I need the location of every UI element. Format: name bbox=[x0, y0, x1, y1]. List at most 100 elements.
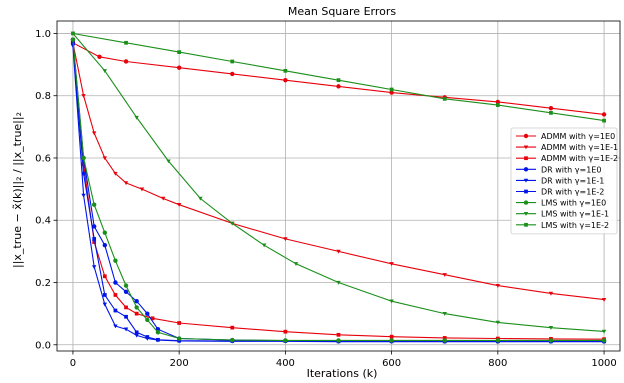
legend-item: DR with γ=1E-2 bbox=[516, 188, 604, 197]
x-axis-label: Iterations (k) bbox=[307, 367, 378, 379]
legend-label: LMS with γ=1E-2 bbox=[541, 221, 609, 230]
data-point bbox=[145, 317, 150, 323]
data-point bbox=[81, 162, 86, 167]
data-point bbox=[134, 311, 139, 316]
data-point bbox=[389, 338, 394, 343]
legend-item: LMS with γ=1E0 bbox=[516, 199, 606, 208]
data-point bbox=[177, 50, 182, 55]
data-point bbox=[134, 298, 139, 304]
legend-marker bbox=[523, 200, 529, 205]
data-point bbox=[389, 87, 394, 92]
legend-box bbox=[510, 127, 618, 235]
legend-marker bbox=[523, 167, 529, 172]
legend-label: LMS with γ=1E0 bbox=[541, 199, 606, 208]
data-point bbox=[102, 156, 108, 161]
data-point bbox=[177, 321, 182, 325]
data-point bbox=[176, 65, 182, 70]
data-point bbox=[283, 329, 288, 334]
data-point bbox=[92, 237, 97, 241]
data-point bbox=[495, 338, 501, 343]
legend-label: DR with γ=1E0 bbox=[541, 165, 601, 174]
data-point bbox=[134, 333, 139, 338]
data-point bbox=[495, 283, 501, 288]
data-point bbox=[145, 335, 150, 339]
legend-marker bbox=[523, 178, 529, 183]
legend-marker bbox=[523, 212, 529, 216]
y-tick-label: 0.2 bbox=[35, 278, 51, 289]
data-point bbox=[283, 77, 288, 83]
x-tick-label: 200 bbox=[170, 358, 189, 369]
data-point bbox=[145, 311, 150, 316]
series-8 bbox=[71, 31, 606, 123]
x-tick-label: 400 bbox=[276, 358, 295, 369]
data-point bbox=[139, 187, 145, 192]
data-point bbox=[176, 203, 182, 207]
data-point bbox=[601, 297, 607, 302]
data-point bbox=[549, 110, 553, 115]
data-point bbox=[123, 283, 129, 288]
data-point bbox=[230, 221, 235, 226]
data-point bbox=[113, 324, 118, 329]
data-point bbox=[113, 258, 118, 263]
legend-item: LMS with γ=1E-2 bbox=[516, 221, 609, 230]
data-point bbox=[81, 155, 86, 161]
data-point bbox=[102, 293, 107, 297]
data-point bbox=[102, 242, 108, 248]
y-tick-label: 0.0 bbox=[35, 340, 51, 351]
series-7 bbox=[70, 31, 607, 334]
data-point bbox=[134, 330, 139, 335]
legend-item: LMS with γ=1E-1 bbox=[516, 210, 609, 219]
legend-marker bbox=[523, 133, 529, 139]
series-line bbox=[72, 39, 605, 341]
series-line bbox=[72, 42, 605, 342]
series-6 bbox=[70, 37, 607, 343]
data-point bbox=[176, 336, 182, 341]
y-tick-label: 0.6 bbox=[35, 153, 51, 164]
legend-label: ADMM with γ=1E-1 bbox=[541, 143, 618, 152]
legend-item: ADMM with γ=1E-2 bbox=[516, 154, 618, 163]
legend-marker bbox=[524, 156, 528, 161]
data-point bbox=[283, 338, 288, 343]
data-point bbox=[548, 291, 554, 296]
data-point bbox=[601, 112, 607, 117]
data-point bbox=[102, 69, 108, 74]
data-point bbox=[91, 265, 97, 270]
data-point bbox=[230, 59, 235, 64]
data-point bbox=[102, 302, 108, 307]
data-point bbox=[166, 159, 171, 164]
data-point bbox=[442, 311, 447, 316]
data-point bbox=[102, 274, 107, 279]
legend-item: ADMM with γ=1E0 bbox=[516, 132, 615, 141]
data-point bbox=[389, 334, 394, 339]
data-point bbox=[70, 37, 76, 42]
data-point bbox=[336, 338, 341, 343]
y-tick-label: 1.0 bbox=[35, 29, 51, 40]
data-point bbox=[389, 90, 394, 95]
legend-marker bbox=[524, 222, 528, 227]
data-point bbox=[495, 320, 501, 325]
data-point bbox=[102, 230, 108, 235]
x-tick-label: 0 bbox=[70, 358, 76, 369]
data-point bbox=[124, 40, 128, 45]
series-layer bbox=[70, 31, 607, 344]
y-tick-label: 0.8 bbox=[35, 91, 51, 102]
data-point bbox=[548, 105, 554, 111]
data-point bbox=[389, 299, 394, 304]
y-axis-label: ||x_true − x̃(k)||₂ / ||x_true||₂ bbox=[11, 112, 24, 268]
data-point bbox=[230, 71, 235, 77]
data-point bbox=[81, 94, 86, 98]
data-point bbox=[442, 336, 447, 340]
data-point bbox=[150, 316, 155, 321]
data-point bbox=[261, 243, 267, 248]
data-point bbox=[81, 193, 86, 198]
legend-item: DR with γ=1E-1 bbox=[516, 176, 604, 185]
data-point bbox=[336, 78, 341, 83]
data-point bbox=[113, 293, 118, 297]
legend-label: DR with γ=1E-2 bbox=[541, 188, 604, 197]
tick-layer: 0 200 400 600 800 1000 0.0 0.2 0.4 0.6 0.8 1.0 bbox=[35, 29, 617, 369]
data-point bbox=[283, 237, 288, 242]
chart-title: Mean Square Errors bbox=[288, 5, 397, 18]
data-point bbox=[155, 330, 161, 335]
